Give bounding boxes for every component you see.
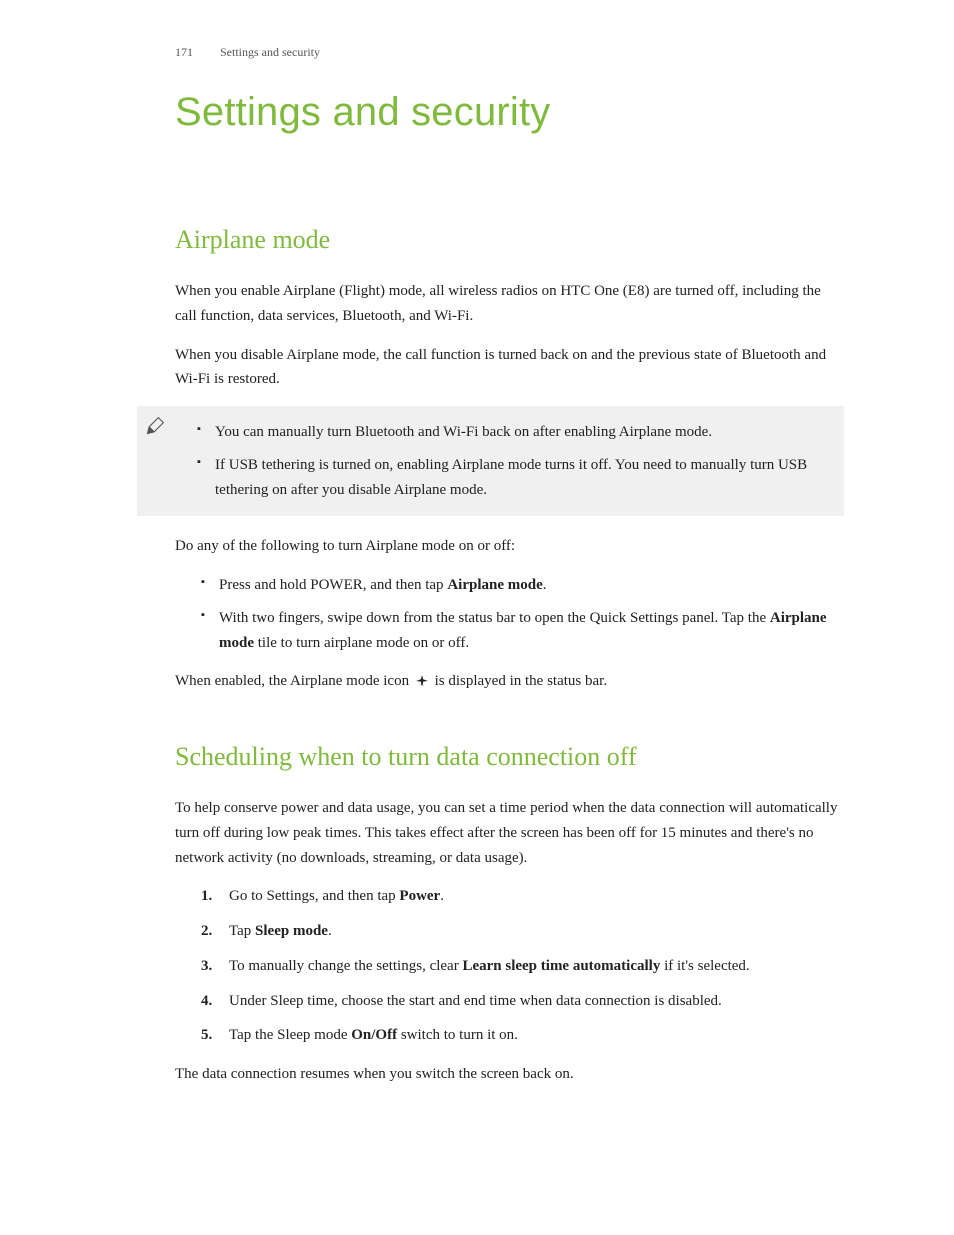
ordered-steps: Go to Settings, and then tap Power. Tap …	[201, 884, 844, 1048]
bold-text: Learn sleep time automatically	[462, 958, 660, 974]
bullet-item: With two fingers, swipe down from the st…	[201, 606, 844, 656]
text: Press and hold POWER, and then tap	[219, 577, 447, 593]
text: Tap the Sleep mode	[229, 1027, 351, 1043]
step-item: Tap the Sleep mode On/Off switch to turn…	[201, 1023, 844, 1048]
paragraph: When you enable Airplane (Flight) mode, …	[175, 279, 844, 329]
spacer	[175, 708, 844, 742]
paragraph: Do any of the following to turn Airplane…	[175, 534, 844, 559]
pencil-icon	[145, 416, 165, 436]
note-box: You can manually turn Bluetooth and Wi-F…	[137, 406, 844, 516]
bold-text: On/Off	[351, 1027, 397, 1043]
page-number: 171	[175, 45, 193, 59]
bold-text: Power	[399, 888, 440, 904]
paragraph: When enabled, the Airplane mode icon is …	[175, 669, 844, 694]
text: .	[543, 577, 547, 593]
text: .	[440, 888, 444, 904]
text: Go to Settings, and then tap	[229, 888, 399, 904]
text: .	[328, 923, 332, 939]
text: To manually change the settings, clear	[229, 958, 462, 974]
airplane-icon	[415, 674, 429, 688]
section-title-airplane: Airplane mode	[175, 225, 844, 255]
running-title: Settings and security	[220, 45, 320, 59]
running-header: 171 Settings and security	[175, 45, 844, 60]
text: Tap	[229, 923, 255, 939]
text: is displayed in the status bar.	[435, 673, 607, 689]
note-item: You can manually turn Bluetooth and Wi-F…	[197, 420, 824, 445]
step-item: Under Sleep time, choose the start and e…	[201, 989, 844, 1014]
paragraph: To help conserve power and data usage, y…	[175, 796, 844, 870]
bold-text: Airplane mode	[447, 577, 542, 593]
chapter-title: Settings and security	[175, 90, 844, 135]
step-item: To manually change the settings, clear L…	[201, 954, 844, 979]
step-item: Tap Sleep mode.	[201, 919, 844, 944]
note-item: If USB tethering is turned on, enabling …	[197, 453, 824, 503]
text: When enabled, the Airplane mode icon	[175, 673, 413, 689]
step-item: Go to Settings, and then tap Power.	[201, 884, 844, 909]
bullet-item: Press and hold POWER, and then tap Airpl…	[201, 573, 844, 598]
text: if it's selected.	[660, 958, 749, 974]
document-page: 171 Settings and security Settings and s…	[0, 0, 954, 1161]
text: With two fingers, swipe down from the st…	[219, 610, 770, 626]
note-list: You can manually turn Bluetooth and Wi-F…	[197, 420, 824, 502]
paragraph: When you disable Airplane mode, the call…	[175, 343, 844, 393]
bold-text: Sleep mode	[255, 923, 328, 939]
section-title-scheduling: Scheduling when to turn data connection …	[175, 742, 844, 772]
text: switch to turn it on.	[397, 1027, 518, 1043]
bullet-list: Press and hold POWER, and then tap Airpl…	[201, 573, 844, 655]
text: tile to turn airplane mode on or off.	[254, 635, 469, 651]
paragraph: The data connection resumes when you swi…	[175, 1062, 844, 1087]
